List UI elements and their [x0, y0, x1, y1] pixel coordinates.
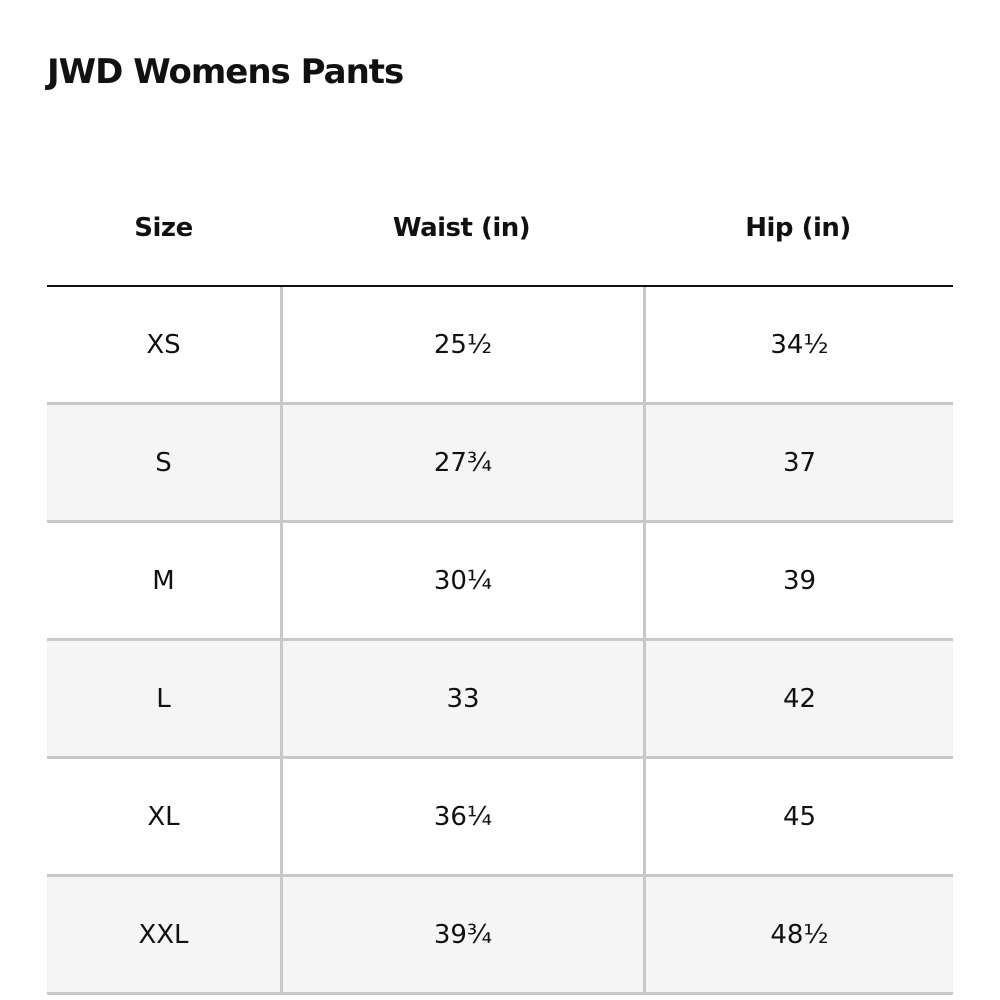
table-row: L 33 42 [47, 641, 953, 759]
header-cell: Hip (in) [745, 212, 851, 243]
header-row: Size Waist (in) Hip (in) [47, 170, 953, 287]
table-cell: 37 [643, 405, 953, 520]
table-cell: 34½ [643, 287, 953, 402]
table-cell: XXL [138, 919, 189, 950]
table-cell: 42 [643, 641, 953, 756]
table-row: XL 36¼ 45 [47, 759, 953, 877]
table-cell: 30¼ [280, 523, 643, 638]
header-cell: Size [134, 212, 193, 243]
table-cell: 36¼ [280, 759, 643, 874]
size-table: Size Waist (in) Hip (in) XS 25½ 34½ S 27¾ 37 M 30¼… [47, 170, 953, 995]
table-cell: M [152, 565, 175, 596]
table-cell: 48½ [643, 877, 953, 992]
table-cell: 45 [643, 759, 953, 874]
table-row: M 30¼ 39 [47, 523, 953, 641]
table-cell: XS [146, 329, 181, 360]
table-cell: L [156, 683, 171, 714]
header-cell: Waist (in) [392, 212, 531, 243]
table-cell: 25½ [280, 287, 643, 402]
title: JWD Womens Pants [47, 52, 404, 92]
table-cell: S [155, 447, 172, 478]
table-cell: 39¾ [280, 877, 643, 992]
table-cell: 39 [643, 523, 953, 638]
table-row: XS 25½ 34½ [47, 287, 953, 405]
table-cell: XL [147, 801, 180, 832]
table-row: S 27¾ 37 [47, 405, 953, 523]
table-cell: 33 [280, 641, 643, 756]
table-row: XXL 39¾ 48½ [47, 877, 953, 995]
table-cell: 27¾ [280, 405, 643, 520]
